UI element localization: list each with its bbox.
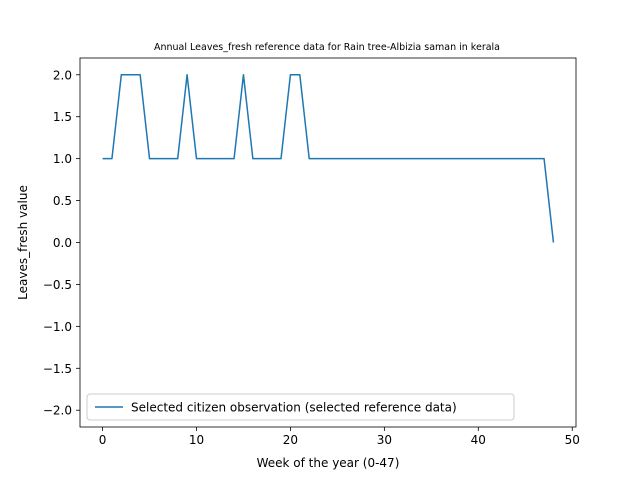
y-tick-label: −0.5 <box>43 278 72 292</box>
y-tick-label: 1.5 <box>53 110 72 124</box>
legend: Selected citizen observation (selected r… <box>86 393 515 421</box>
y-tick-label: −1.0 <box>43 320 72 334</box>
y-tick-label: 2.0 <box>53 68 72 82</box>
chart-title: Annual Leaves_fresh reference data for R… <box>154 42 500 53</box>
plot-frame <box>79 57 577 428</box>
legend-entry-label: Selected citizen observation (selected r… <box>131 401 457 415</box>
y-tick-label: 1.0 <box>53 152 72 166</box>
x-tick-label: 20 <box>283 433 298 447</box>
x-tick-label: 50 <box>565 433 580 447</box>
x-tick-label: 40 <box>471 433 486 447</box>
x-tick-label: 10 <box>189 433 204 447</box>
legend-box <box>86 393 515 421</box>
y-tick-label: 0.5 <box>53 194 72 208</box>
series-line-0 <box>102 74 555 243</box>
y-tick-label: 0.0 <box>53 236 72 250</box>
y-tick-label: −2.0 <box>43 404 72 418</box>
x-axis-title: Week of the year (0-47) <box>257 456 400 470</box>
y-axis-title: Leaves_fresh value <box>16 185 30 300</box>
x-tick-label: 0 <box>99 433 107 447</box>
x-tick-label: 30 <box>377 433 392 447</box>
y-tick-label: −1.5 <box>43 362 72 376</box>
